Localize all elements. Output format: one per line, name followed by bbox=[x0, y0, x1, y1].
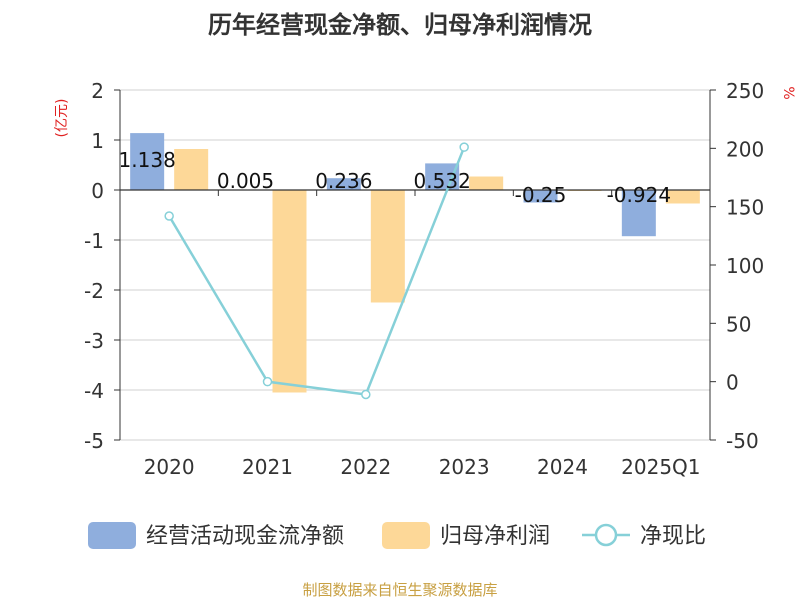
line-layer bbox=[164, 142, 469, 400]
y-left-tick-label: -2 bbox=[84, 279, 104, 303]
y-left-tick-label: 2 bbox=[91, 79, 104, 103]
legend-swatch bbox=[88, 522, 136, 549]
ratio-point bbox=[361, 389, 371, 400]
cashflow-data-label: 0.236 bbox=[315, 169, 372, 193]
axis-layer: 2 1 0 -1 -2 -3 -4 -5 250 200 150 100 50 0 -50 2020 2021 2… bbox=[84, 79, 764, 479]
bar-profit bbox=[174, 149, 209, 190]
bar-cashflow bbox=[130, 133, 165, 190]
y-right-tick-label: 50 bbox=[726, 312, 751, 336]
ratio-point bbox=[164, 211, 174, 221]
legend-label: 归母净利润 bbox=[440, 524, 550, 549]
y-right-tick-label: -50 bbox=[726, 429, 759, 453]
ratio-point bbox=[262, 376, 273, 387]
y-left-tick-label: -1 bbox=[84, 229, 104, 253]
x-tick-label: 2025Q1 bbox=[621, 455, 700, 479]
bar-profit bbox=[665, 190, 700, 204]
y-right-tick-label: 200 bbox=[726, 137, 764, 161]
legend-swatch bbox=[382, 522, 430, 549]
x-tick-label: 2021 bbox=[242, 455, 293, 479]
cashflow-data-label: -0.924 bbox=[607, 183, 671, 207]
bar-layer bbox=[130, 133, 700, 393]
y-right-tick-label: 0 bbox=[726, 371, 739, 395]
source-note: 制图数据来自恒生聚源数据库 bbox=[302, 581, 497, 599]
y-right-tick-label: 250 bbox=[726, 79, 764, 103]
y-left-tick-label: 1 bbox=[91, 129, 104, 153]
y-right-tick-label: 100 bbox=[726, 254, 764, 278]
bar-profit bbox=[272, 190, 307, 393]
x-tick-label: 2024 bbox=[537, 455, 588, 479]
cashflow-data-label: 0.005 bbox=[217, 169, 274, 193]
grid-layer bbox=[120, 89, 710, 441]
y-left-tick-label: 0 bbox=[91, 179, 104, 203]
x-tick-label: 2022 bbox=[340, 455, 391, 479]
ratio-point bbox=[459, 142, 469, 152]
x-tick-label: 2020 bbox=[144, 455, 195, 479]
x-tick-label: 2023 bbox=[439, 455, 490, 479]
chart-title: 历年经营现金净额、归母净利润情况 bbox=[208, 11, 592, 39]
cashflow-data-label: 1.138 bbox=[119, 148, 176, 172]
y-left-tick-label: -4 bbox=[84, 379, 104, 403]
y-left-tick-label: -5 bbox=[84, 429, 104, 453]
cashflow-data-label: 0.532 bbox=[414, 169, 471, 193]
legend: 经营活动现金流净额 归母净利润 净现比 bbox=[88, 522, 706, 549]
legend-label: 净现比 bbox=[640, 524, 706, 549]
bar-cashflow bbox=[621, 190, 656, 237]
y-left-axis-label: (亿元) bbox=[54, 99, 70, 138]
bar-cashflow bbox=[523, 190, 558, 203]
y-right-tick-label: 150 bbox=[726, 196, 764, 220]
label-layer: 1.138 0.005 0.236 0.532 -0.25 -0.924 bbox=[119, 148, 672, 207]
legend-marker bbox=[594, 523, 618, 547]
bar-profit bbox=[469, 176, 504, 190]
bar-cashflow bbox=[326, 178, 361, 190]
cashflow-data-label: -0.25 bbox=[515, 183, 567, 207]
y-left-tick-label: -3 bbox=[84, 329, 104, 353]
ratio-line bbox=[168, 146, 466, 396]
legend-label: 经营活动现金流净额 bbox=[146, 524, 344, 549]
bar-profit bbox=[370, 190, 405, 303]
y-right-axis-label: % bbox=[780, 86, 796, 99]
